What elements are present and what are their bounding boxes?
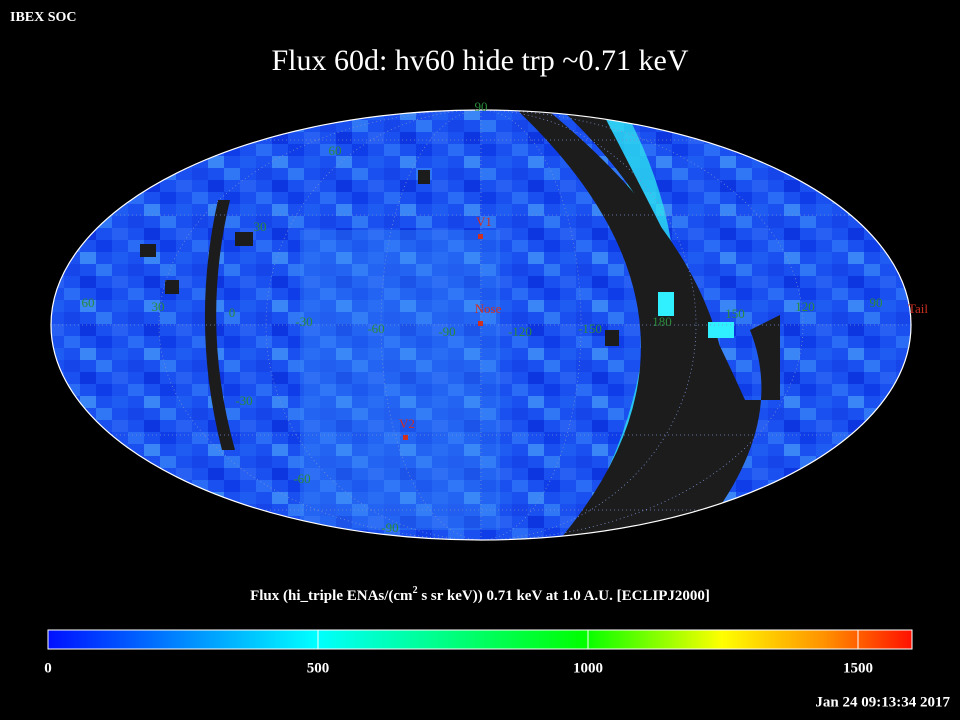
label-sup: 2 [413, 585, 418, 596]
colorbar-tick-label: 1500 [843, 660, 873, 676]
no-data-pixel [165, 280, 179, 294]
lon-label: -30 [295, 314, 312, 329]
bright-pixel [708, 322, 734, 338]
lon-label: 180 [652, 314, 672, 329]
point-label: V2 [399, 416, 415, 431]
no-data-pixel [418, 170, 430, 184]
lat-label: -90 [381, 520, 398, 535]
colorbar [47, 629, 913, 650]
lat-label: 90 [475, 99, 488, 114]
colorbar-tick-label: 500 [307, 660, 330, 676]
lon-label: 90 [870, 295, 883, 310]
lat-label: -60 [293, 471, 310, 486]
colorbar-tick-label: 0 [44, 660, 52, 676]
title: Flux 60d: hv60 hide trp ~0.71 keV [271, 44, 688, 77]
lon-label: 30 [152, 299, 165, 314]
no-data-stripe [204, 200, 235, 450]
map-labels: 90 60 30 0 -30 -60 -90 60 30 -30 -60 -90… [82, 99, 929, 535]
label-part: Flux (hi_triple ENAs/(cm [250, 588, 413, 604]
lon-label: -150 [578, 321, 602, 336]
point-marker [478, 321, 483, 326]
lon-label: 120 [795, 299, 815, 314]
map-border [50, 109, 912, 541]
colorbar-label: Flux (hi_triple ENAs/(cm2 s sr keV)) 0.7… [250, 585, 710, 604]
point-label: V1 [476, 214, 492, 229]
no-data-band [560, 110, 780, 540]
colorbar-ticks: 0 500 1000 1500 [44, 630, 873, 676]
sky-map [51, 110, 911, 540]
lon-label: -60 [367, 321, 384, 336]
flux-region [300, 230, 500, 530]
point-label: Nose [475, 301, 502, 316]
point-label: Tail [908, 301, 928, 316]
no-data-pixel [235, 232, 253, 246]
lat-label: 0 [229, 305, 236, 320]
label-part: s sr keV)) 0.71 keV at 1.0 A.U. [ECLIPJ2… [418, 588, 710, 604]
lat-label: 60 [329, 143, 342, 158]
no-data-pixel [140, 244, 156, 257]
bright-pixel [658, 292, 674, 316]
no-data-pixel [605, 330, 619, 346]
source-label: IBEX SOC [10, 10, 77, 25]
lon-label: 150 [725, 306, 745, 321]
lat-label: -30 [235, 393, 252, 408]
lon-label: 60 [82, 295, 95, 310]
colorbar-tick-label: 1000 [573, 660, 603, 676]
point-marker [403, 435, 408, 440]
lon-label: -120 [508, 324, 532, 339]
lat-label: 30 [254, 219, 267, 234]
point-marker [478, 234, 483, 239]
timestamp: Jan 24 09:13:34 2017 [815, 694, 950, 710]
lon-label: -90 [438, 324, 455, 339]
